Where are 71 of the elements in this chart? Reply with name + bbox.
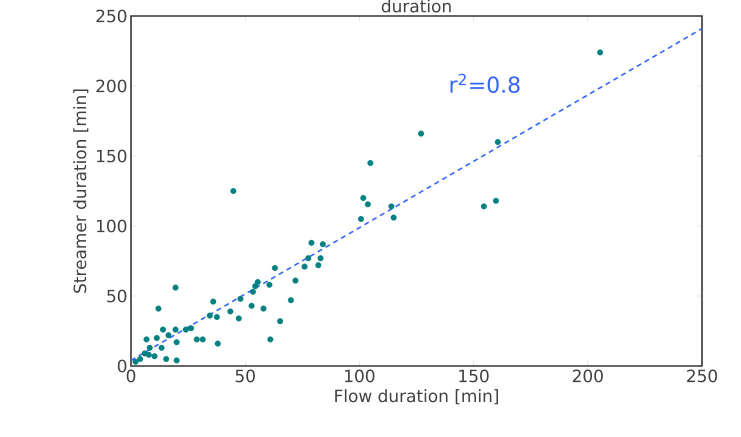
point	[492, 198, 499, 204]
point	[318, 255, 324, 262]
point	[237, 296, 244, 302]
point	[174, 339, 180, 346]
point	[418, 130, 424, 137]
point	[152, 353, 158, 360]
point	[277, 318, 284, 324]
annotation: r$^{2}$=0.8	[450, 74, 520, 93]
point	[174, 357, 180, 364]
point	[214, 340, 221, 347]
point	[172, 326, 179, 333]
point	[252, 283, 258, 290]
point	[200, 336, 206, 342]
point	[388, 203, 394, 210]
y-tick-label: 250	[96, 10, 126, 22]
y-tick-label: 100	[97, 220, 126, 232]
point	[494, 139, 501, 145]
point	[597, 49, 604, 56]
point	[154, 335, 160, 341]
point	[165, 332, 172, 338]
point	[206, 312, 213, 319]
point	[158, 344, 165, 351]
point	[236, 315, 242, 322]
point	[214, 314, 220, 320]
point	[358, 216, 364, 222]
point	[292, 278, 298, 284]
point	[230, 188, 236, 194]
point	[144, 336, 150, 342]
point	[305, 255, 312, 262]
point	[182, 326, 189, 333]
point	[315, 262, 322, 268]
point	[132, 358, 139, 365]
x-tick-label: 0	[126, 370, 136, 382]
point	[308, 240, 314, 246]
point	[155, 306, 162, 312]
point	[194, 336, 200, 342]
x-tick-label: 250	[687, 370, 718, 382]
x-tick-label: 200	[572, 370, 603, 382]
point	[137, 356, 144, 362]
point	[248, 302, 255, 309]
point	[254, 279, 261, 285]
point	[188, 325, 194, 332]
point	[146, 352, 152, 358]
point	[360, 195, 366, 201]
point	[210, 298, 216, 305]
point	[172, 284, 179, 291]
y-tick-label: 0	[118, 360, 126, 372]
point	[288, 297, 294, 304]
point	[227, 308, 234, 314]
point	[146, 344, 153, 351]
point	[260, 306, 266, 312]
point	[267, 336, 274, 342]
x-axis-title: Flow duration [min]	[335, 389, 498, 404]
point	[266, 282, 272, 288]
y-tick-label: 200	[96, 80, 126, 92]
x-tick-label: 100	[345, 370, 374, 382]
point	[163, 356, 170, 362]
point	[302, 264, 308, 270]
point	[364, 201, 371, 208]
point	[480, 203, 487, 210]
y-tick-label: 50	[107, 290, 126, 302]
y-tick-label: 150	[97, 150, 126, 162]
x-tick-label: 50	[236, 370, 255, 382]
point	[390, 214, 397, 221]
point	[272, 265, 278, 271]
point	[320, 241, 326, 248]
point	[250, 288, 256, 295]
point	[367, 160, 374, 166]
y-axis-title: Streamer duration [min]	[73, 90, 88, 293]
x-tick-label: 150	[459, 370, 489, 382]
point	[160, 326, 166, 333]
